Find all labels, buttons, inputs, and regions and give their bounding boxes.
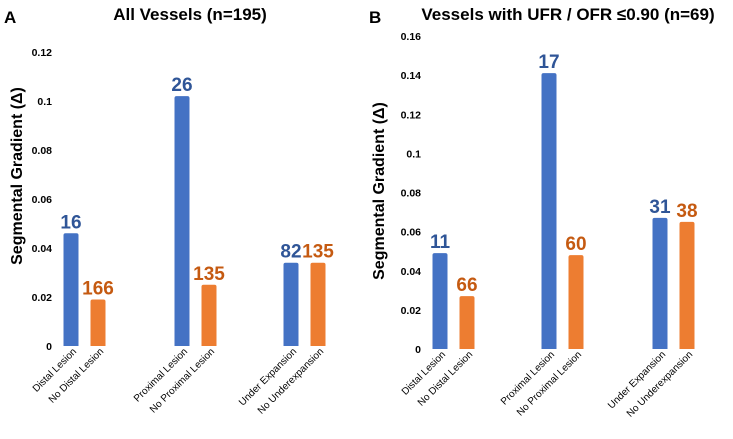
bar-orange	[459, 296, 475, 349]
data-label: 31	[649, 197, 671, 218]
data-label: 16	[60, 212, 81, 233]
data-label: 60	[565, 234, 586, 255]
data-label: 38	[676, 201, 697, 222]
y-tick-label: 0.12	[401, 109, 422, 121]
data-label: 135	[302, 242, 334, 263]
bar-blue	[283, 262, 299, 346]
y-tick-label: 0.04	[32, 243, 53, 255]
bar-blue	[432, 253, 448, 349]
data-label: 66	[456, 275, 477, 296]
chart-panel-b: B Vessels with UFR / OFR ≤0.90 (n=69) Segm…	[369, 5, 715, 420]
bar-orange	[310, 262, 326, 346]
y-tick-label: 0	[415, 344, 421, 356]
y-axis-label: Segmental Gradient (Δ)	[9, 87, 26, 265]
bar-orange	[90, 299, 106, 346]
y-tick-label: 0.06	[401, 227, 422, 239]
data-label: 166	[82, 278, 114, 299]
panel-letter: B	[369, 8, 381, 27]
y-axis-label: Segmental Gradient (Δ)	[371, 102, 388, 280]
y-tick-label: 0.12	[32, 47, 53, 59]
bar-blue	[63, 233, 79, 346]
y-tick-label: 0.06	[32, 194, 53, 206]
data-label: 135	[193, 264, 225, 285]
bar-orange	[201, 284, 217, 346]
bar-blue	[541, 73, 557, 349]
y-tick-label: 0.14	[401, 70, 422, 82]
data-label: 82	[280, 242, 301, 263]
bar-blue	[174, 96, 190, 346]
bar-orange	[568, 255, 584, 349]
data-label: 26	[171, 75, 192, 96]
chart-title: All Vessels (n=195)	[113, 5, 267, 24]
chart-title: Vessels with UFR / OFR ≤0.90 (n=69)	[421, 5, 714, 24]
chart-panel-a: A All Vessels (n=195) Segmental Gradient (…	[4, 5, 334, 417]
y-tick-label: 0.04	[401, 266, 422, 278]
y-tick-label: 0.16	[401, 31, 422, 43]
y-tick-label: 0.02	[32, 292, 53, 304]
y-tick-label: 0.02	[401, 305, 422, 317]
bar-blue	[652, 217, 668, 349]
bar-orange	[679, 221, 695, 349]
panel-letter: A	[4, 8, 16, 27]
y-tick-label: 0.08	[401, 188, 422, 200]
y-tick-label: 0	[46, 341, 52, 353]
y-tick-label: 0.1	[37, 96, 52, 108]
data-label: 11	[430, 232, 451, 253]
y-tick-label: 0.08	[32, 145, 53, 157]
data-label: 17	[538, 52, 559, 73]
y-tick-label: 0.1	[406, 148, 421, 160]
